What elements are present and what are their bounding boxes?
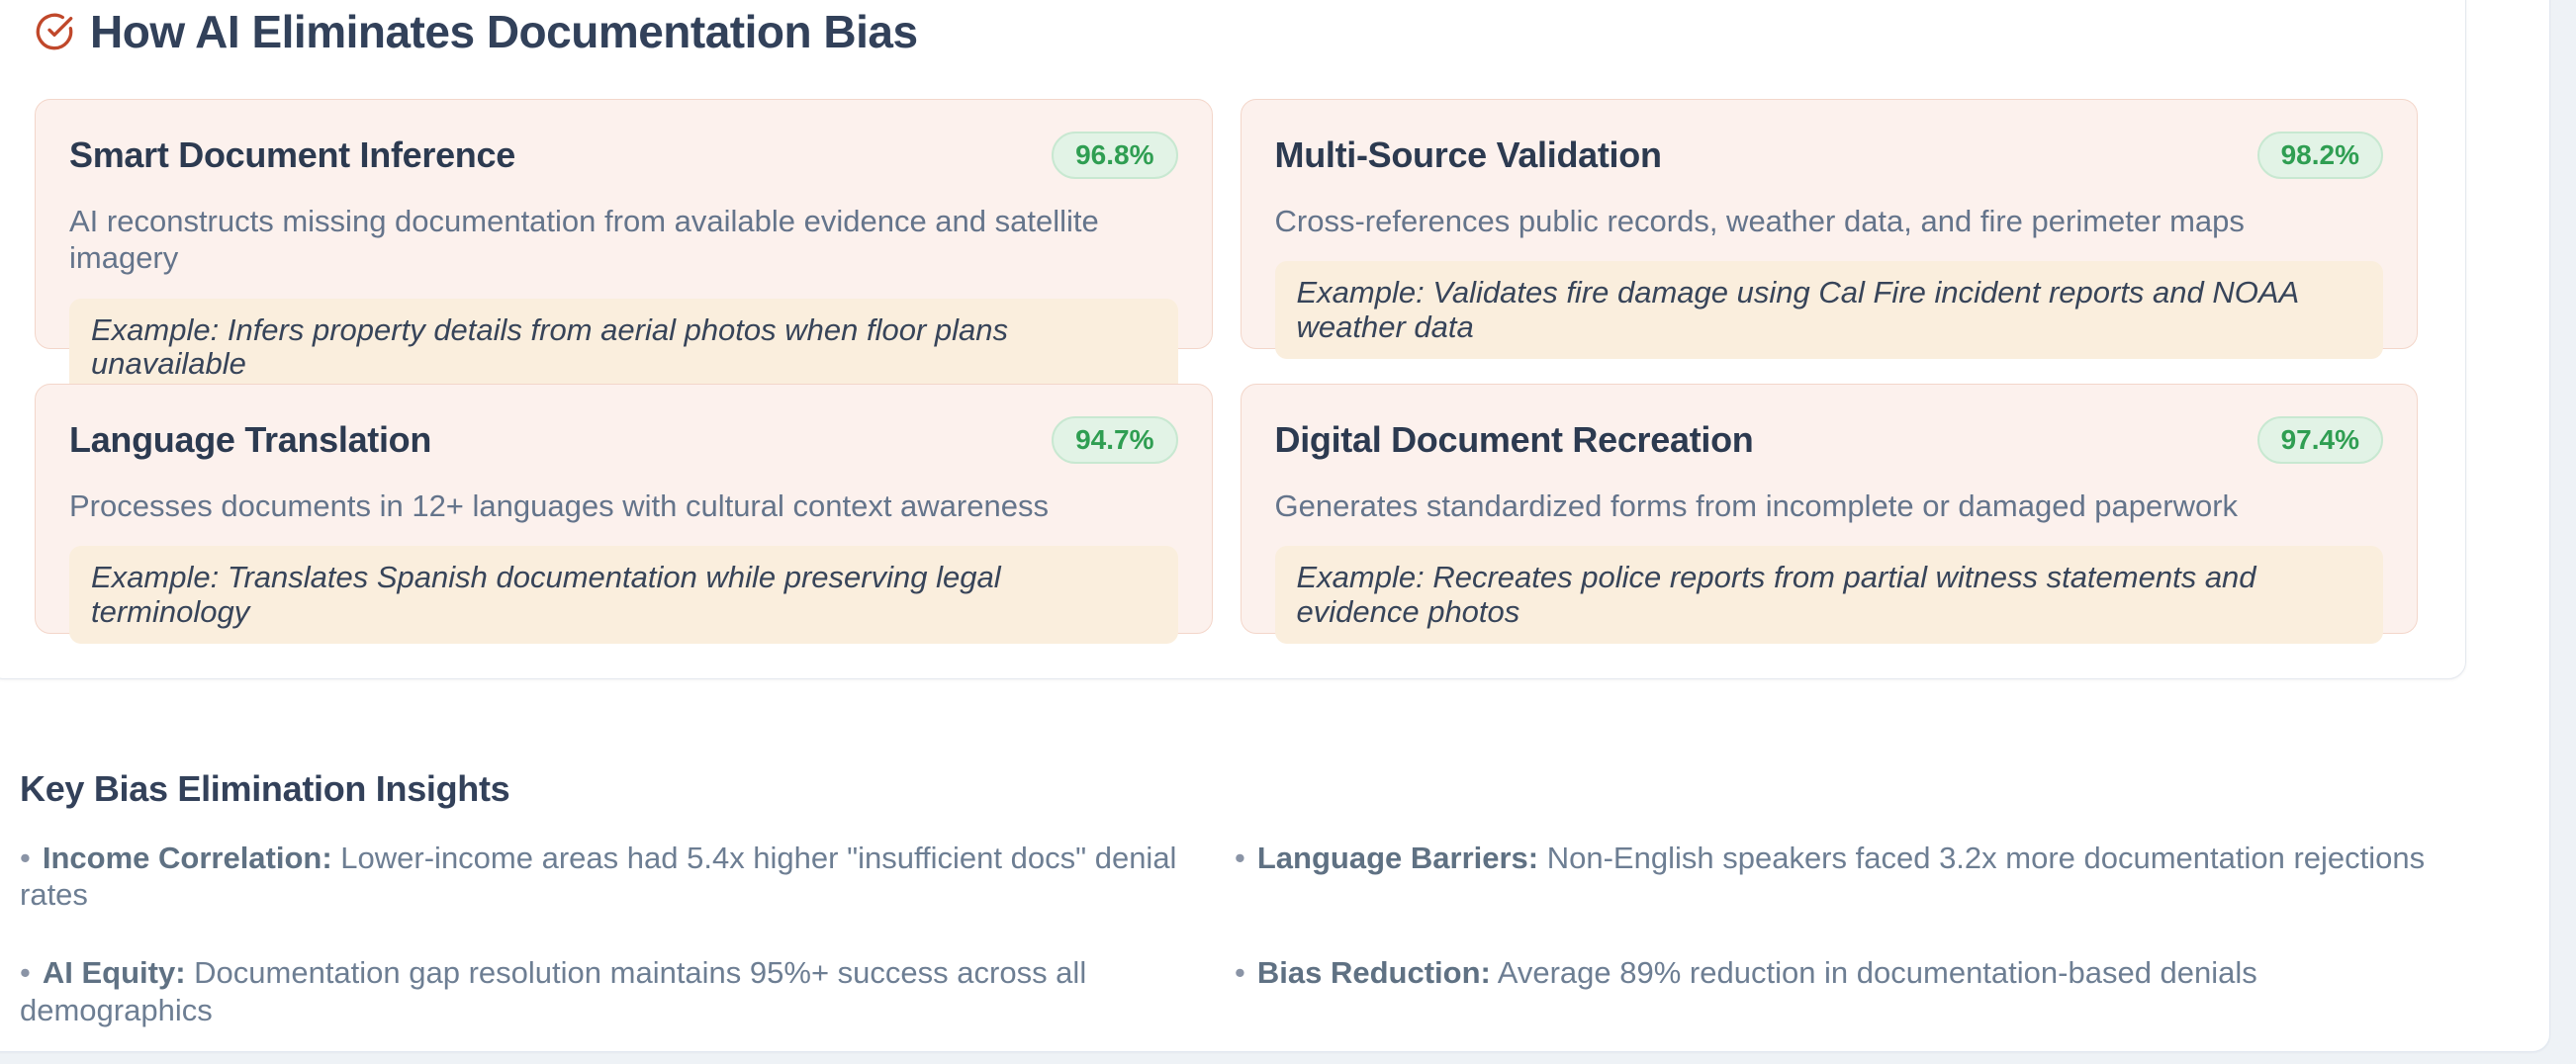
- bullet-marker: •: [1235, 955, 1245, 991]
- feature-example: Example: Infers property details from ae…: [69, 298, 1178, 396]
- insight-bias-reduction: • Bias Reduction: Average 89% reduction i…: [1235, 954, 2453, 1027]
- accuracy-badge: 98.2%: [2256, 132, 2383, 180]
- bullet-marker: •: [20, 955, 31, 991]
- feature-card-language-translation: Language Translation 94.7% Processes doc…: [35, 384, 1213, 644]
- feature-example: Example: Validates fire damage using Cal…: [1274, 261, 2383, 359]
- feature-title: Multi-Source Validation: [1274, 134, 1662, 176]
- insights-list: • Income Correlation: Lower-income areas …: [20, 840, 2453, 1028]
- key-insights-section: Key Bias Elimination Insights • Income Co…: [20, 768, 2453, 1028]
- feature-description: Generates standardized forms from incomp…: [1274, 488, 2239, 524]
- feature-description: Cross-references public records, weather…: [1274, 204, 2245, 239]
- feature-card-header: Smart Document Inference 96.8%: [69, 132, 1178, 180]
- feature-title: Smart Document Inference: [69, 134, 515, 176]
- feature-card-smart-document-inference: Smart Document Inference 96.8% AI recons…: [35, 99, 1213, 396]
- bullet-marker: •: [1235, 841, 1245, 875]
- accuracy-badge: 94.7%: [1052, 416, 1178, 465]
- feature-example: Example: Translates Spanish documentatio…: [69, 546, 1178, 644]
- insight-label: Language Barriers:: [1256, 841, 1539, 875]
- insight-income-correlation: • Income Correlation: Lower-income areas …: [20, 840, 1235, 913]
- feature-card-digital-document-recreation: Digital Document Recreation 97.4% Genera…: [1240, 384, 2418, 644]
- feature-card-header: Multi-Source Validation 98.2%: [1274, 132, 2383, 180]
- feature-description: Processes documents in 12+ languages wit…: [69, 488, 1049, 524]
- insights-heading: Key Bias Elimination Insights: [20, 768, 510, 809]
- section-title: How AI Eliminates Documentation Bias: [90, 6, 918, 57]
- insight-text: Lower-income areas had 5.4x higher "insu…: [20, 841, 1177, 913]
- ai-documentation-bias-card: How AI Eliminates Documentation Bias Sma…: [0, 0, 2466, 679]
- insight-language-barriers: • Language Barriers: Non-English speakers…: [1235, 840, 2453, 913]
- insight-label: Bias Reduction:: [1256, 955, 1491, 991]
- section-header: How AI Eliminates Documentation Bias: [35, 8, 2418, 55]
- feature-grid: Smart Document Inference 96.8% AI recons…: [35, 99, 2418, 644]
- insight-text: Documentation gap resolution maintains 9…: [20, 955, 1087, 1027]
- feature-example: Example: Recreates police reports from p…: [1274, 546, 2383, 644]
- feature-description: AI reconstructs missing documentation fr…: [69, 204, 1099, 276]
- feature-title: Digital Document Recreation: [1274, 419, 1754, 461]
- insight-text: Average 89% reduction in documentation-b…: [1490, 955, 2257, 991]
- feature-card-multi-source-validation: Multi-Source Validation 98.2% Cross-refe…: [1240, 99, 2418, 359]
- accuracy-badge: 97.4%: [2256, 416, 2383, 465]
- feature-card-header: Language Translation 94.7%: [69, 416, 1178, 465]
- insight-text: Non-English speakers faced 3.2x more doc…: [1538, 841, 2426, 875]
- insight-label: AI Equity:: [42, 955, 186, 991]
- content-panel: How AI Eliminates Documentation Bias Sma…: [0, 0, 2550, 1052]
- check-circle-icon: [35, 12, 74, 51]
- insight-label: Income Correlation:: [42, 841, 332, 875]
- accuracy-badge: 96.8%: [1052, 132, 1178, 180]
- bullet-marker: •: [20, 841, 31, 875]
- feature-card-header: Digital Document Recreation 97.4%: [1274, 416, 2383, 465]
- insight-ai-equity: • AI Equity: Documentation gap resolution…: [20, 954, 1235, 1027]
- feature-title: Language Translation: [69, 419, 432, 461]
